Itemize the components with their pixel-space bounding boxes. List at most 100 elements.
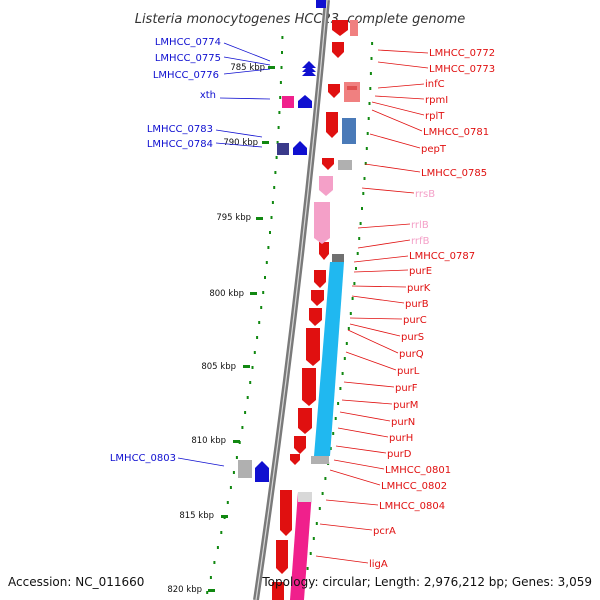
- gene-label-lmhcc-0802[interactable]: LMHCC_0802: [381, 481, 447, 492]
- scale-dot: [279, 96, 282, 99]
- gene-label-lmhcc-0783[interactable]: LMHCC_0783: [147, 124, 213, 135]
- scale-dot: [356, 252, 359, 255]
- gene-label-infc[interactable]: infC: [425, 79, 445, 90]
- gene-label-rrfb[interactable]: rrfB: [411, 236, 430, 247]
- gene-label-rplt[interactable]: rplT: [425, 111, 445, 122]
- scale-dot: [365, 147, 368, 150]
- gene-0784-arrow: [293, 141, 307, 155]
- scale-dot: [353, 282, 356, 285]
- gene-arrow: [298, 408, 312, 434]
- gene-label-lmhcc-0776[interactable]: LMHCC_0776: [153, 70, 219, 81]
- gene-label-lmhcc-0775[interactable]: LMHCC_0775: [155, 53, 221, 64]
- scale-dot: [347, 327, 350, 330]
- scale-dot: [345, 342, 348, 345]
- gene-rpmI-block: [347, 86, 357, 90]
- scale-dots-right: [300, 42, 374, 600]
- scale-dot: [363, 177, 366, 180]
- gene-arrow: [280, 490, 292, 536]
- gene-pepT-arrow: [322, 158, 334, 170]
- scale-dot: [256, 336, 259, 339]
- gene-arrow: [314, 270, 326, 288]
- gene-label-purk[interactable]: purK: [407, 283, 431, 294]
- gene-label-purb[interactable]: purB: [405, 299, 429, 310]
- gene-arrow: [276, 540, 288, 574]
- scale-dot: [226, 501, 229, 504]
- gene-label-lmhcc-0787[interactable]: LMHCC_0787: [409, 251, 475, 262]
- gene-0785-block: [338, 160, 352, 170]
- scale-dot: [358, 237, 361, 240]
- gene-label-lmhcc-0781[interactable]: LMHCC_0781: [423, 127, 489, 138]
- gene-label-liga[interactable]: ligA: [369, 559, 388, 570]
- gene-label-pcra[interactable]: pcrA: [373, 526, 396, 537]
- scale-dot: [270, 216, 273, 219]
- scale-dot: [367, 117, 370, 120]
- scale-dot: [371, 42, 374, 45]
- gene-label-purs[interactable]: purS: [401, 332, 424, 343]
- gene-block: [298, 492, 312, 502]
- gene-label-rrlb[interactable]: rrlB: [411, 220, 429, 231]
- scale-dot: [278, 111, 281, 114]
- scale-tick-795: [256, 217, 263, 220]
- scale-dot: [339, 387, 342, 390]
- gene-label-lmhcc-0803[interactable]: LMHCC_0803: [110, 453, 176, 464]
- accession-text: Accession: NC_011660: [8, 575, 144, 589]
- scale-dot: [271, 201, 274, 204]
- scale-label-805: 805 kbp: [201, 362, 236, 372]
- scale-dot: [274, 171, 277, 174]
- gene-block: [344, 82, 360, 102]
- scale-dot: [275, 156, 278, 159]
- scale-dot: [343, 357, 346, 360]
- gene-label-lmhcc-0784[interactable]: LMHCC_0784: [147, 139, 213, 150]
- scale-dot: [260, 306, 263, 309]
- scale-dot: [246, 396, 249, 399]
- gene-label-purn[interactable]: purN: [391, 417, 415, 428]
- scale-dot: [216, 546, 219, 549]
- scale-label-815: 815 kbp: [179, 511, 214, 521]
- gene-label-lmhcc-0774[interactable]: LMHCC_0774: [155, 37, 221, 48]
- scale-dot: [244, 411, 247, 414]
- scale-label-785: 785 kbp: [230, 63, 265, 73]
- scale-tick-785: [268, 66, 275, 69]
- scale-label-795: 795 kbp: [216, 213, 251, 223]
- scale-dot: [280, 66, 283, 69]
- gene-label-lmhcc-0773[interactable]: LMHCC_0773: [429, 64, 495, 75]
- gene-label-purh[interactable]: purH: [389, 433, 413, 444]
- gene-label-lmhcc-0772[interactable]: LMHCC_0772: [429, 48, 495, 59]
- scale-dot: [332, 432, 335, 435]
- gene-label-rrsb[interactable]: rrsB: [415, 189, 435, 200]
- rrsB-arrow: [319, 176, 333, 196]
- gene-label-pure[interactable]: purE: [409, 266, 432, 277]
- scale-dot: [258, 321, 261, 324]
- operon-end-block: [311, 456, 329, 464]
- gene-label-purl[interactable]: purL: [397, 366, 420, 377]
- gene-label-purc[interactable]: purC: [403, 315, 427, 326]
- gene-label-lmhcc-0785[interactable]: LMHCC_0785: [421, 168, 487, 179]
- gene-0803-arrow: [255, 461, 269, 482]
- gene-label-xth[interactable]: xth: [200, 90, 216, 101]
- scale-dot: [337, 402, 340, 405]
- scale-label-810: 810 kbp: [191, 436, 226, 446]
- left-leaders: [177, 42, 271, 467]
- scale-dot: [249, 381, 252, 384]
- gene-label-pept[interactable]: pepT: [421, 144, 447, 155]
- gene-label-purf[interactable]: purF: [395, 383, 418, 394]
- scale-dot: [368, 102, 371, 105]
- gene-label-rpmi[interactable]: rpmI: [425, 95, 448, 106]
- scale-dot: [329, 447, 332, 450]
- gene-arrow: [309, 308, 322, 326]
- gene-arrow: [302, 368, 316, 406]
- left-label-group: LMHCC_0774 LMHCC_0775 LMHCC_0776 xth LMH…: [110, 37, 221, 464]
- rrlB-arrow: [314, 202, 330, 244]
- gene-label-lmhcc-0804[interactable]: LMHCC_0804: [379, 501, 445, 512]
- scale-dot: [209, 576, 212, 579]
- gene-label-purd[interactable]: purD: [387, 449, 412, 460]
- scale-dot: [206, 591, 209, 594]
- scale-dot: [334, 417, 337, 420]
- scale-dot: [309, 552, 312, 555]
- gene-label-purq[interactable]: purQ: [399, 349, 424, 360]
- gene-label-purm[interactable]: purM: [393, 400, 418, 411]
- gene-label-lmhcc-0801[interactable]: LMHCC_0801: [385, 465, 451, 476]
- scale-label-820: 820 kbp: [167, 585, 202, 595]
- scale-dot: [238, 441, 241, 444]
- scale-dot: [370, 57, 373, 60]
